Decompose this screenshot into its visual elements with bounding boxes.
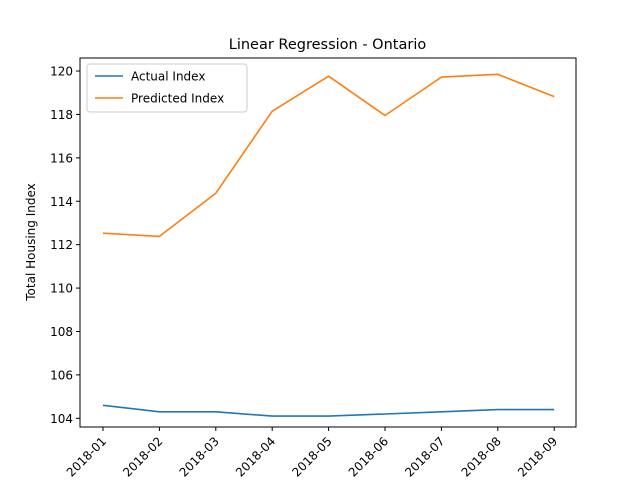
predicted-index-line: [102, 73, 555, 238]
chart-title: Linear Regression - Ontario: [229, 37, 427, 53]
y-tick-label: 120: [50, 65, 73, 79]
y-tick-label: 110: [50, 282, 73, 296]
x-tick-label: 2018-07: [402, 434, 447, 479]
x-tick-label: 2018-02: [120, 434, 165, 479]
y-tick-label: 114: [50, 195, 73, 209]
y-tick-label: 104: [50, 412, 73, 426]
y-tick-label: 108: [50, 325, 73, 339]
actual-index-line: [102, 404, 555, 417]
x-tick-label: 2018-08: [459, 434, 504, 479]
legend: Actual Index Predicted Index: [86, 63, 248, 113]
x-tick-label: 2018-06: [346, 434, 391, 479]
x-tick-label: 2018-09: [515, 434, 560, 479]
x-tick-label: 2018-03: [177, 434, 222, 479]
series-lines: [102, 73, 555, 417]
y-tick-label: 118: [50, 108, 73, 122]
x-tick-label: 2018-05: [289, 434, 334, 479]
plot-area: [79, 57, 577, 428]
y-axis-ticks: 104 106 108 110 112 114 116 118 120: [50, 65, 80, 426]
legend-box: [86, 63, 248, 113]
x-tick-label: 2018-01: [64, 434, 109, 479]
x-axis-ticks: 2018-01 2018-02 2018-03 2018-04 2018-05 2018-…: [64, 427, 560, 480]
y-tick-label: 106: [50, 368, 73, 382]
y-axis-label: Total Housing Index: [24, 183, 38, 301]
x-tick-label: 2018-04: [233, 434, 278, 479]
legend-label-actual: Actual Index: [131, 70, 205, 84]
y-tick-label: 116: [50, 151, 73, 165]
legend-label-predicted: Predicted Index: [131, 92, 224, 106]
y-tick-label: 112: [50, 238, 73, 252]
